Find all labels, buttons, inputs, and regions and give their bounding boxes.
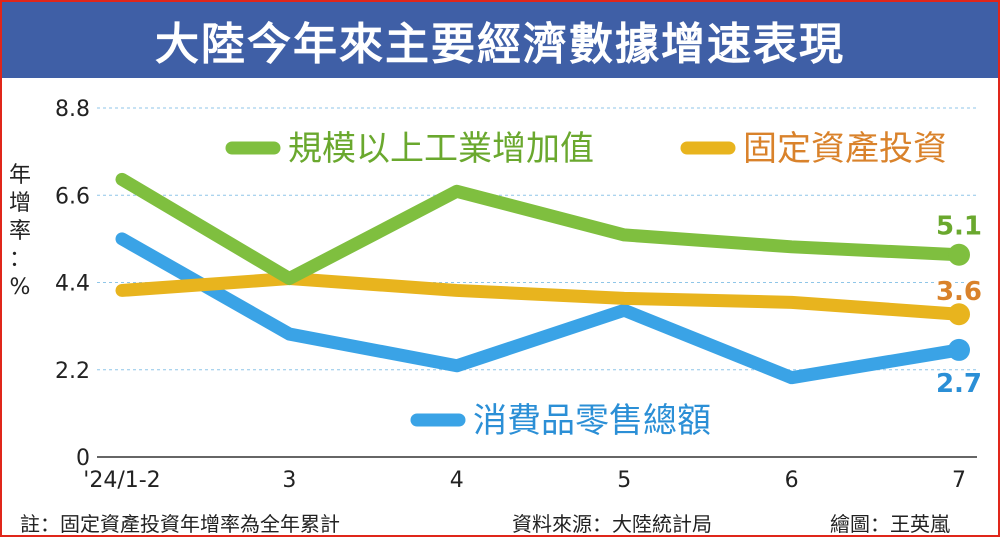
x-tick-label: 4 bbox=[450, 468, 464, 493]
series-line-0 bbox=[115, 172, 966, 286]
x-tick-label: 6 bbox=[785, 468, 799, 493]
y-axis-label-text: 年增率：% bbox=[9, 163, 31, 300]
legend-label: 消費品零售總額 bbox=[473, 401, 711, 441]
legend-label: 固定資產投資 bbox=[743, 129, 947, 169]
series-end-point-1 bbox=[948, 303, 970, 326]
x-tick-label: 5 bbox=[617, 468, 631, 493]
legend-label: 規模以上工業增加值 bbox=[288, 129, 594, 169]
line-chart: 0 2.2 4.4 6.6 8.8 '24/1-2 3 4 5 6 7 年增率：% 規模以上工業增… bbox=[9, 97, 984, 493]
y-tick-label: 4.4 bbox=[55, 272, 90, 297]
footer-note: 註：固定資產投資年增率為全年累計 bbox=[20, 512, 340, 536]
series-end-point-0 bbox=[948, 243, 970, 266]
footer-credit: 繪圖：王英嵐 bbox=[830, 512, 950, 536]
x-tick-label: '24/1-2 bbox=[83, 468, 160, 493]
y-tick-label: 6.6 bbox=[55, 184, 90, 209]
end-labels: 5.1 3.6 2.7 bbox=[934, 210, 984, 401]
series-end-point-2 bbox=[948, 338, 970, 361]
data-label: 3.6 bbox=[936, 277, 982, 307]
x-tick-label: 3 bbox=[282, 468, 296, 493]
y-tick-label: 8.8 bbox=[55, 97, 90, 122]
data-label: 5.1 bbox=[936, 212, 982, 242]
x-tick-label: 7 bbox=[952, 468, 966, 493]
x-axis-ticks: '24/1-2 3 4 5 6 7 bbox=[83, 468, 966, 493]
title-bar: 大陸今年來主要經濟數據增速表現 bbox=[2, 2, 998, 78]
series-line-2 bbox=[115, 232, 966, 385]
series-lines bbox=[115, 172, 970, 385]
y-axis-ticks: 0 2.2 4.4 6.6 8.8 bbox=[55, 97, 90, 471]
footer: 註：固定資產投資年增率為全年累計 資料來源：大陸統計局 繪圖：王英嵐 bbox=[2, 502, 998, 536]
y-tick-label: 2.2 bbox=[55, 359, 90, 384]
y-axis-label: 年增率：% bbox=[9, 163, 31, 300]
chart-title: 大陸今年來主要經濟數據增速表現 bbox=[155, 19, 845, 70]
y-tick-label: 0 bbox=[76, 446, 90, 471]
data-label: 2.7 bbox=[936, 369, 982, 399]
footer-source: 資料來源：大陸統計局 bbox=[512, 512, 712, 536]
series-line-1 bbox=[115, 272, 966, 321]
